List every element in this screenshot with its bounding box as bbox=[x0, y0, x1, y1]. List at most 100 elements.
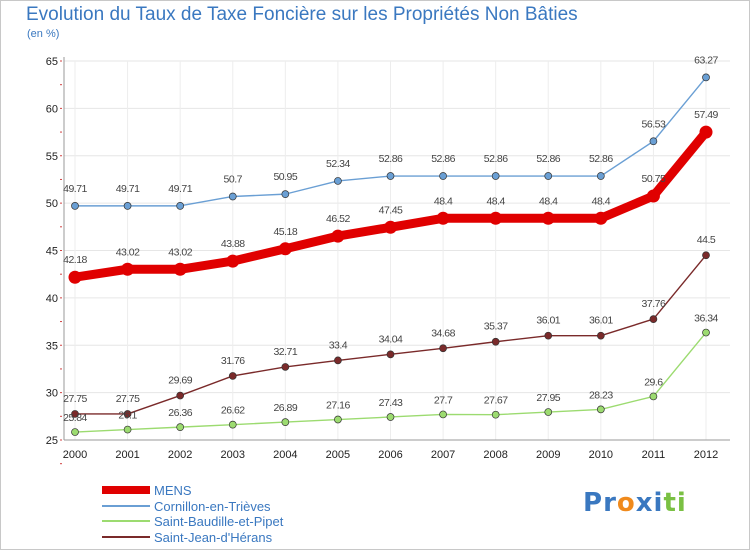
data-label-2-7: 27.7 bbox=[434, 394, 453, 406]
data-point-2-7 bbox=[439, 410, 447, 419]
data-label-3-6: 34.04 bbox=[379, 333, 403, 345]
x-tick-label-2004: 2004 bbox=[273, 449, 297, 461]
data-point-3-8 bbox=[491, 337, 500, 346]
series-2: 25.84 26.1 26.36 26.62 26.89 27.16 27.43 27.7 27… bbox=[63, 313, 719, 436]
data-label-2-5: 27.16 bbox=[326, 400, 350, 412]
data-label-1-4: 50.95 bbox=[273, 171, 297, 183]
y-tick-label-50: 50 bbox=[46, 198, 58, 210]
data-label-0-8: 48.4 bbox=[486, 195, 505, 207]
data-label-1-5: 52.34 bbox=[326, 158, 350, 170]
data-point-2-2 bbox=[176, 423, 185, 431]
data-point-1-12 bbox=[702, 73, 710, 82]
data-point-2-5 bbox=[334, 415, 342, 424]
data-point-3-11 bbox=[649, 315, 658, 323]
data-point-0-4 bbox=[278, 242, 292, 256]
proxiti-logo: Proxiti bbox=[583, 488, 687, 518]
data-point-0-10 bbox=[594, 211, 608, 225]
data-label-0-12: 57.49 bbox=[694, 109, 718, 121]
y-tick-label-40: 40 bbox=[46, 293, 58, 305]
data-point-3-6 bbox=[386, 350, 395, 359]
data-point-1-5 bbox=[334, 177, 342, 185]
data-label-3-8: 35.37 bbox=[484, 321, 508, 333]
axes bbox=[60, 57, 730, 465]
y-tick-label-25: 25 bbox=[46, 435, 58, 447]
logo-letter-1: r bbox=[603, 488, 617, 518]
data-point-1-9 bbox=[544, 172, 553, 180]
data-point-0-12 bbox=[699, 125, 713, 139]
y-tick-label-55: 55 bbox=[46, 151, 58, 163]
y-tick-label-45: 45 bbox=[46, 246, 58, 258]
y-tick-label-60: 60 bbox=[46, 103, 58, 115]
data-label-0-2: 43.02 bbox=[168, 246, 192, 258]
data-label-2-8: 27.67 bbox=[484, 395, 508, 407]
data-label-1-0: 49.71 bbox=[63, 183, 87, 195]
logo-letter-2: o bbox=[616, 488, 636, 518]
series-1: 49.71 49.71 49.71 50.7 50.95 52.34 52.86 52.86 5… bbox=[63, 54, 719, 210]
data-point-2-6 bbox=[386, 413, 395, 421]
data-label-2-4: 26.89 bbox=[273, 402, 297, 414]
logo-letter-5: t bbox=[663, 488, 677, 518]
data-point-0-9 bbox=[541, 211, 555, 225]
data-label-1-8: 52.86 bbox=[484, 153, 508, 165]
legend: MENSCornillon-en-TrièvesSaint-Baudille-e… bbox=[102, 483, 284, 545]
data-label-1-11: 56.53 bbox=[642, 118, 666, 130]
data-label-3-4: 32.71 bbox=[273, 346, 297, 358]
data-label-1-7: 52.86 bbox=[431, 153, 455, 165]
x-tick-label-2012: 2012 bbox=[694, 449, 718, 461]
data-point-0-6 bbox=[384, 220, 397, 234]
data-point-3-3 bbox=[228, 372, 237, 380]
data-point-2-9 bbox=[544, 408, 553, 416]
y-axis-ticks: 25 30 35 40 45 50 55 60 65 bbox=[46, 56, 58, 447]
data-point-1-11 bbox=[649, 137, 658, 146]
data-label-0-5: 46.52 bbox=[326, 213, 350, 225]
data-point-1-8 bbox=[491, 172, 500, 180]
x-tick-label-2008: 2008 bbox=[483, 449, 507, 461]
data-label-0-3: 43.88 bbox=[221, 238, 245, 250]
data-label-1-2: 49.71 bbox=[168, 183, 192, 195]
data-label-3-10: 36.01 bbox=[589, 315, 613, 327]
logo-letter-6: i bbox=[676, 488, 687, 518]
data-point-2-11 bbox=[649, 392, 658, 401]
data-label-3-5: 33.4 bbox=[329, 339, 348, 351]
data-label-0-11: 50.75 bbox=[642, 173, 666, 185]
data-label-2-3: 26.62 bbox=[221, 405, 245, 417]
data-label-0-6: 47.45 bbox=[379, 204, 403, 216]
data-point-0-3 bbox=[226, 254, 240, 268]
legend-label-3: Saint-Jean-d'Hérans bbox=[154, 530, 273, 545]
data-label-1-9: 52.86 bbox=[536, 153, 560, 165]
x-tick-label-2002: 2002 bbox=[168, 449, 192, 461]
legend-label-2: Saint-Baudille-et-Pipet bbox=[154, 514, 284, 529]
logo-letter-0: P bbox=[583, 488, 604, 518]
data-point-1-0 bbox=[71, 202, 79, 210]
data-label-3-2: 29.69 bbox=[168, 375, 192, 387]
data-label-3-7: 34.68 bbox=[431, 327, 455, 339]
data-label-2-0: 25.84 bbox=[63, 412, 87, 424]
data-point-3-7 bbox=[439, 344, 447, 353]
x-tick-label-2006: 2006 bbox=[378, 449, 402, 461]
data-point-2-4 bbox=[281, 418, 290, 426]
data-label-3-1: 27.75 bbox=[116, 393, 140, 405]
data-label-3-11: 37.76 bbox=[642, 298, 666, 310]
data-point-1-1 bbox=[123, 202, 132, 210]
data-point-2-1 bbox=[123, 425, 132, 434]
data-point-1-10 bbox=[596, 172, 605, 180]
data-point-0-2 bbox=[173, 262, 187, 276]
data-point-0-11 bbox=[646, 189, 660, 203]
data-label-0-0: 42.18 bbox=[63, 254, 87, 266]
legend-label-1: Cornillon-en-Trièves bbox=[154, 499, 271, 514]
x-tick-label-2007: 2007 bbox=[431, 449, 455, 461]
data-point-2-12 bbox=[702, 328, 710, 337]
data-label-3-0: 27.75 bbox=[63, 393, 87, 405]
data-point-2-3 bbox=[228, 420, 237, 429]
data-point-3-5 bbox=[334, 356, 342, 365]
data-label-2-10: 28.23 bbox=[589, 389, 613, 401]
data-point-0-5 bbox=[331, 229, 345, 243]
chart-ylabel: (en %) bbox=[27, 28, 60, 40]
data-point-3-12 bbox=[702, 251, 710, 260]
x-tick-label-2001: 2001 bbox=[115, 449, 139, 461]
x-tick-label-2003: 2003 bbox=[221, 449, 245, 461]
data-label-3-9: 36.01 bbox=[536, 315, 560, 327]
legend-label-0: MENS bbox=[154, 483, 192, 498]
data-label-2-6: 27.43 bbox=[379, 397, 403, 409]
